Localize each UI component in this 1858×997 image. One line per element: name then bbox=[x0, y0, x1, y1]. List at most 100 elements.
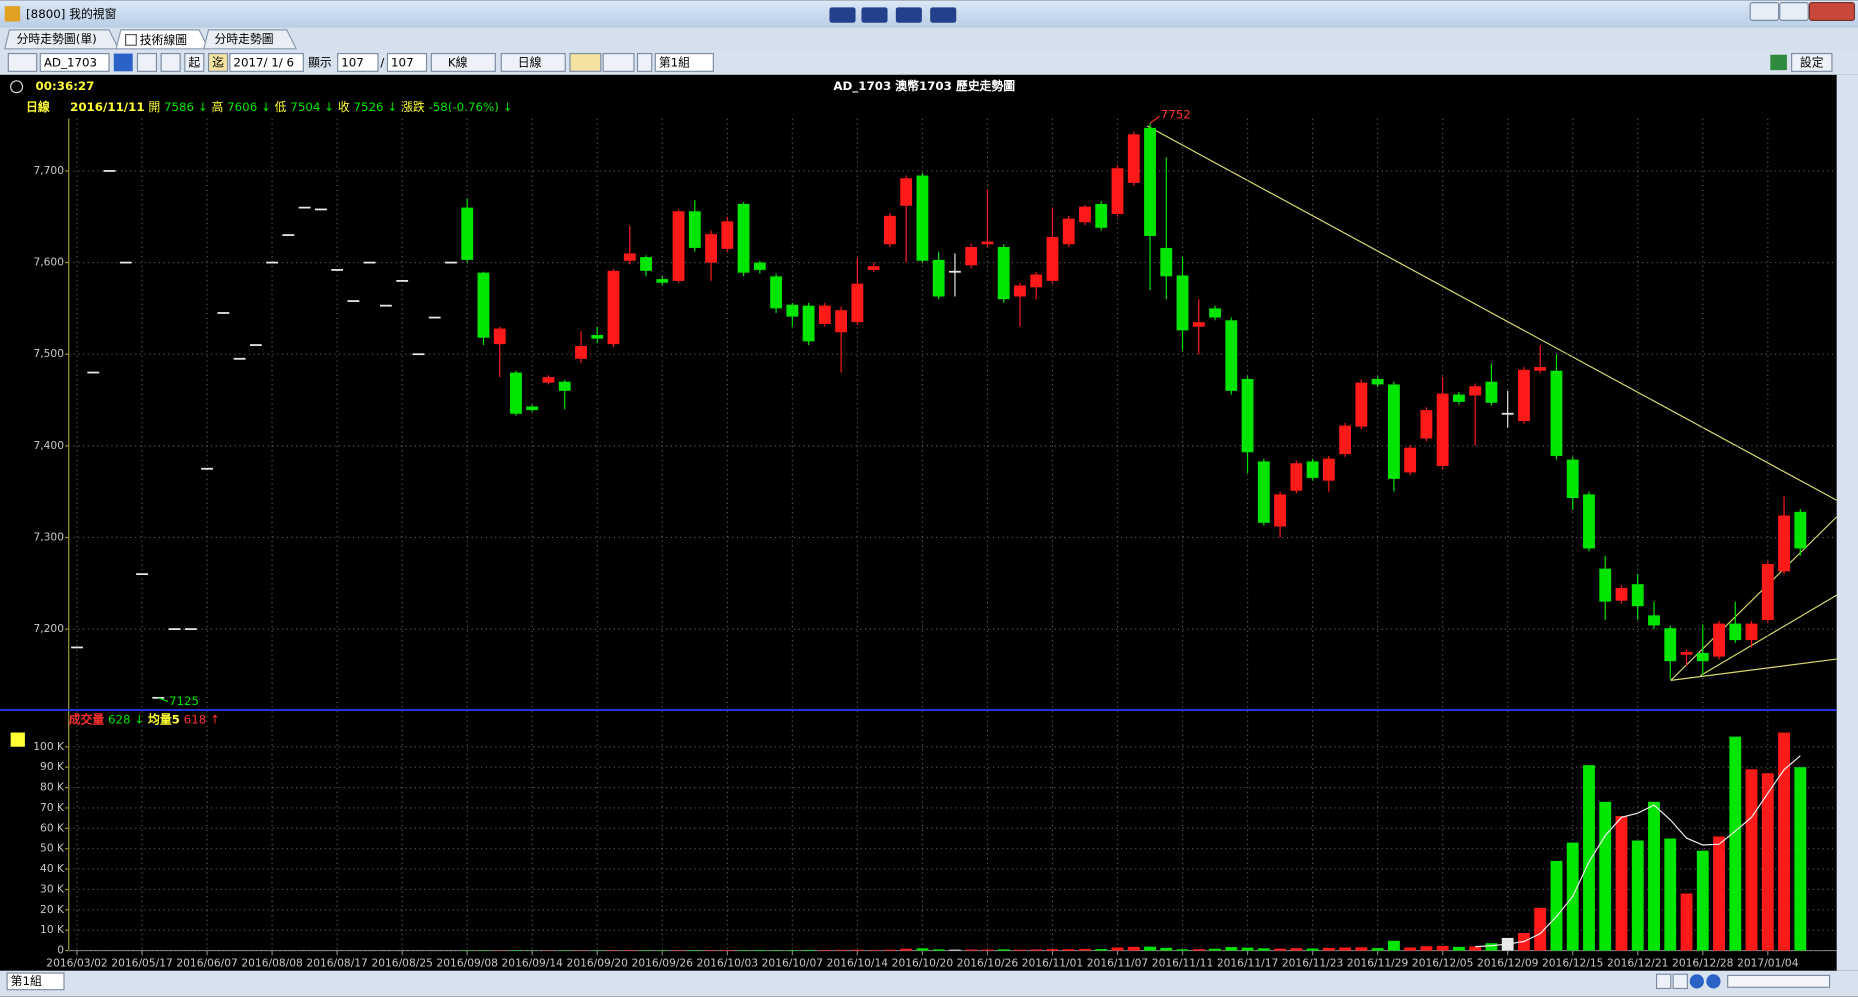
candle-body bbox=[493, 328, 506, 345]
count-input[interactable] bbox=[337, 52, 379, 72]
excel-button[interactable] bbox=[1770, 54, 1787, 71]
group-select[interactable] bbox=[654, 52, 714, 72]
candle-body bbox=[688, 211, 701, 248]
candle-body bbox=[1761, 564, 1774, 620]
candle-body bbox=[1127, 134, 1140, 183]
title-button[interactable] bbox=[829, 7, 856, 23]
volume-bar bbox=[932, 949, 945, 951]
zoom-out[interactable] bbox=[1706, 974, 1721, 989]
panel-toggle[interactable] bbox=[10, 732, 25, 747]
minimize-button[interactable] bbox=[1749, 2, 1780, 21]
tool-button[interactable] bbox=[7, 52, 38, 72]
y-tick-label: 50 K bbox=[40, 842, 65, 855]
trend-line bbox=[1700, 594, 1837, 677]
scrollbar[interactable] bbox=[1836, 74, 1858, 971]
candle-body bbox=[1290, 463, 1303, 491]
volume-bar bbox=[1729, 736, 1742, 951]
x-tick-label: 2016/12/05 bbox=[1412, 957, 1473, 970]
y-tick-label: 100 K bbox=[33, 740, 65, 753]
candle-body bbox=[1030, 274, 1043, 288]
trend-line bbox=[1670, 658, 1837, 681]
volume-bar bbox=[1225, 947, 1238, 951]
date-picker[interactable] bbox=[229, 52, 304, 72]
period-label[interactable]: 日線 bbox=[518, 56, 542, 70]
zoom-slider[interactable] bbox=[1727, 974, 1831, 988]
x-tick-label: 2016/09/14 bbox=[502, 957, 564, 970]
down-button[interactable] bbox=[160, 52, 181, 72]
date-text[interactable]: 2017/ 1/ 6 bbox=[233, 56, 294, 70]
draw-button[interactable] bbox=[569, 52, 602, 72]
title-button[interactable] bbox=[895, 7, 922, 23]
candle-body bbox=[1176, 275, 1189, 331]
volume-bar bbox=[1648, 801, 1660, 951]
tab[interactable] bbox=[3, 29, 120, 50]
volume-arrow: ↓ bbox=[134, 712, 144, 726]
scroll-button[interactable] bbox=[1655, 973, 1672, 990]
start-label[interactable]: 起 bbox=[188, 56, 200, 70]
settings-button[interactable] bbox=[1791, 52, 1833, 72]
end-label[interactable]: 迄 bbox=[212, 56, 224, 70]
candle-body bbox=[1306, 461, 1319, 478]
search-button[interactable] bbox=[113, 53, 133, 72]
volume-bar bbox=[835, 949, 848, 951]
zoom-button[interactable] bbox=[1672, 973, 1688, 990]
candle-body bbox=[786, 304, 799, 317]
x-tick-label: 2016/10/20 bbox=[892, 957, 954, 970]
kline-button[interactable] bbox=[430, 52, 496, 72]
tab[interactable] bbox=[203, 29, 298, 50]
candle-body bbox=[1387, 384, 1400, 479]
footer-group-select[interactable] bbox=[6, 972, 65, 991]
volume-bar bbox=[1761, 773, 1774, 951]
volume-bar bbox=[1436, 945, 1449, 951]
clock: 00:36:27 bbox=[36, 79, 95, 93]
kline-label[interactable]: K線 bbox=[448, 56, 468, 70]
plot: 7,200 7,300 7,400 7,500 7,600 7,700 2016/03/02… bbox=[33, 108, 1837, 970]
tab-active[interactable] bbox=[115, 29, 210, 50]
candle-body bbox=[705, 234, 717, 263]
close-button[interactable] bbox=[1808, 2, 1856, 21]
tab-label[interactable]: 技術線圖 bbox=[140, 33, 187, 47]
low-label: 7125 bbox=[169, 694, 199, 708]
candle-body bbox=[818, 305, 831, 324]
candle-body bbox=[575, 345, 587, 359]
tab-label[interactable]: 分時走勢圖(單) bbox=[17, 32, 97, 46]
title-button[interactable] bbox=[861, 7, 888, 23]
candle-body bbox=[1160, 247, 1173, 277]
maximize-button[interactable] bbox=[1779, 2, 1809, 21]
group-text[interactable]: 第1組 bbox=[659, 56, 690, 70]
end-button[interactable] bbox=[207, 52, 229, 72]
volume-bar bbox=[1079, 948, 1091, 951]
volume-bar bbox=[1062, 949, 1075, 951]
up-button[interactable] bbox=[136, 52, 158, 72]
status-label: 開 bbox=[148, 99, 160, 113]
settings-label[interactable]: 設定 bbox=[1800, 56, 1824, 70]
symbol-select[interactable] bbox=[39, 52, 110, 72]
candle-body bbox=[1371, 378, 1384, 385]
draw-button[interactable] bbox=[602, 52, 635, 72]
candle-body bbox=[1144, 127, 1156, 237]
candle-body bbox=[1469, 386, 1482, 396]
tab-close[interactable] bbox=[125, 33, 137, 46]
volume-bar bbox=[1534, 907, 1547, 951]
count-text[interactable]: 107 bbox=[341, 56, 364, 70]
candle-body bbox=[1452, 394, 1465, 402]
title-buttons[interactable] bbox=[829, 7, 957, 23]
tab-label[interactable]: 分時走勢圖 bbox=[214, 32, 273, 46]
layout-button[interactable] bbox=[636, 52, 653, 72]
zoom-in[interactable] bbox=[1689, 974, 1704, 989]
symbol-text[interactable]: AD_1703 bbox=[44, 56, 97, 70]
candle-body bbox=[1713, 623, 1725, 657]
footer-group-text[interactable]: 第1組 bbox=[11, 974, 42, 988]
candle-body bbox=[851, 283, 864, 323]
period-button[interactable] bbox=[500, 52, 566, 72]
title-button[interactable] bbox=[930, 7, 957, 23]
volume-bar bbox=[1241, 947, 1254, 951]
x-tick-label: 2017/01/04 bbox=[1737, 957, 1799, 970]
candle-body bbox=[1355, 382, 1368, 427]
x-tick-label: 2016/09/08 bbox=[436, 957, 498, 970]
candle-body bbox=[1745, 623, 1758, 641]
candle-body bbox=[477, 272, 490, 338]
x-tick-label: 2016/11/11 bbox=[1152, 957, 1213, 970]
start-button[interactable] bbox=[184, 52, 205, 72]
candle-body bbox=[737, 203, 750, 273]
